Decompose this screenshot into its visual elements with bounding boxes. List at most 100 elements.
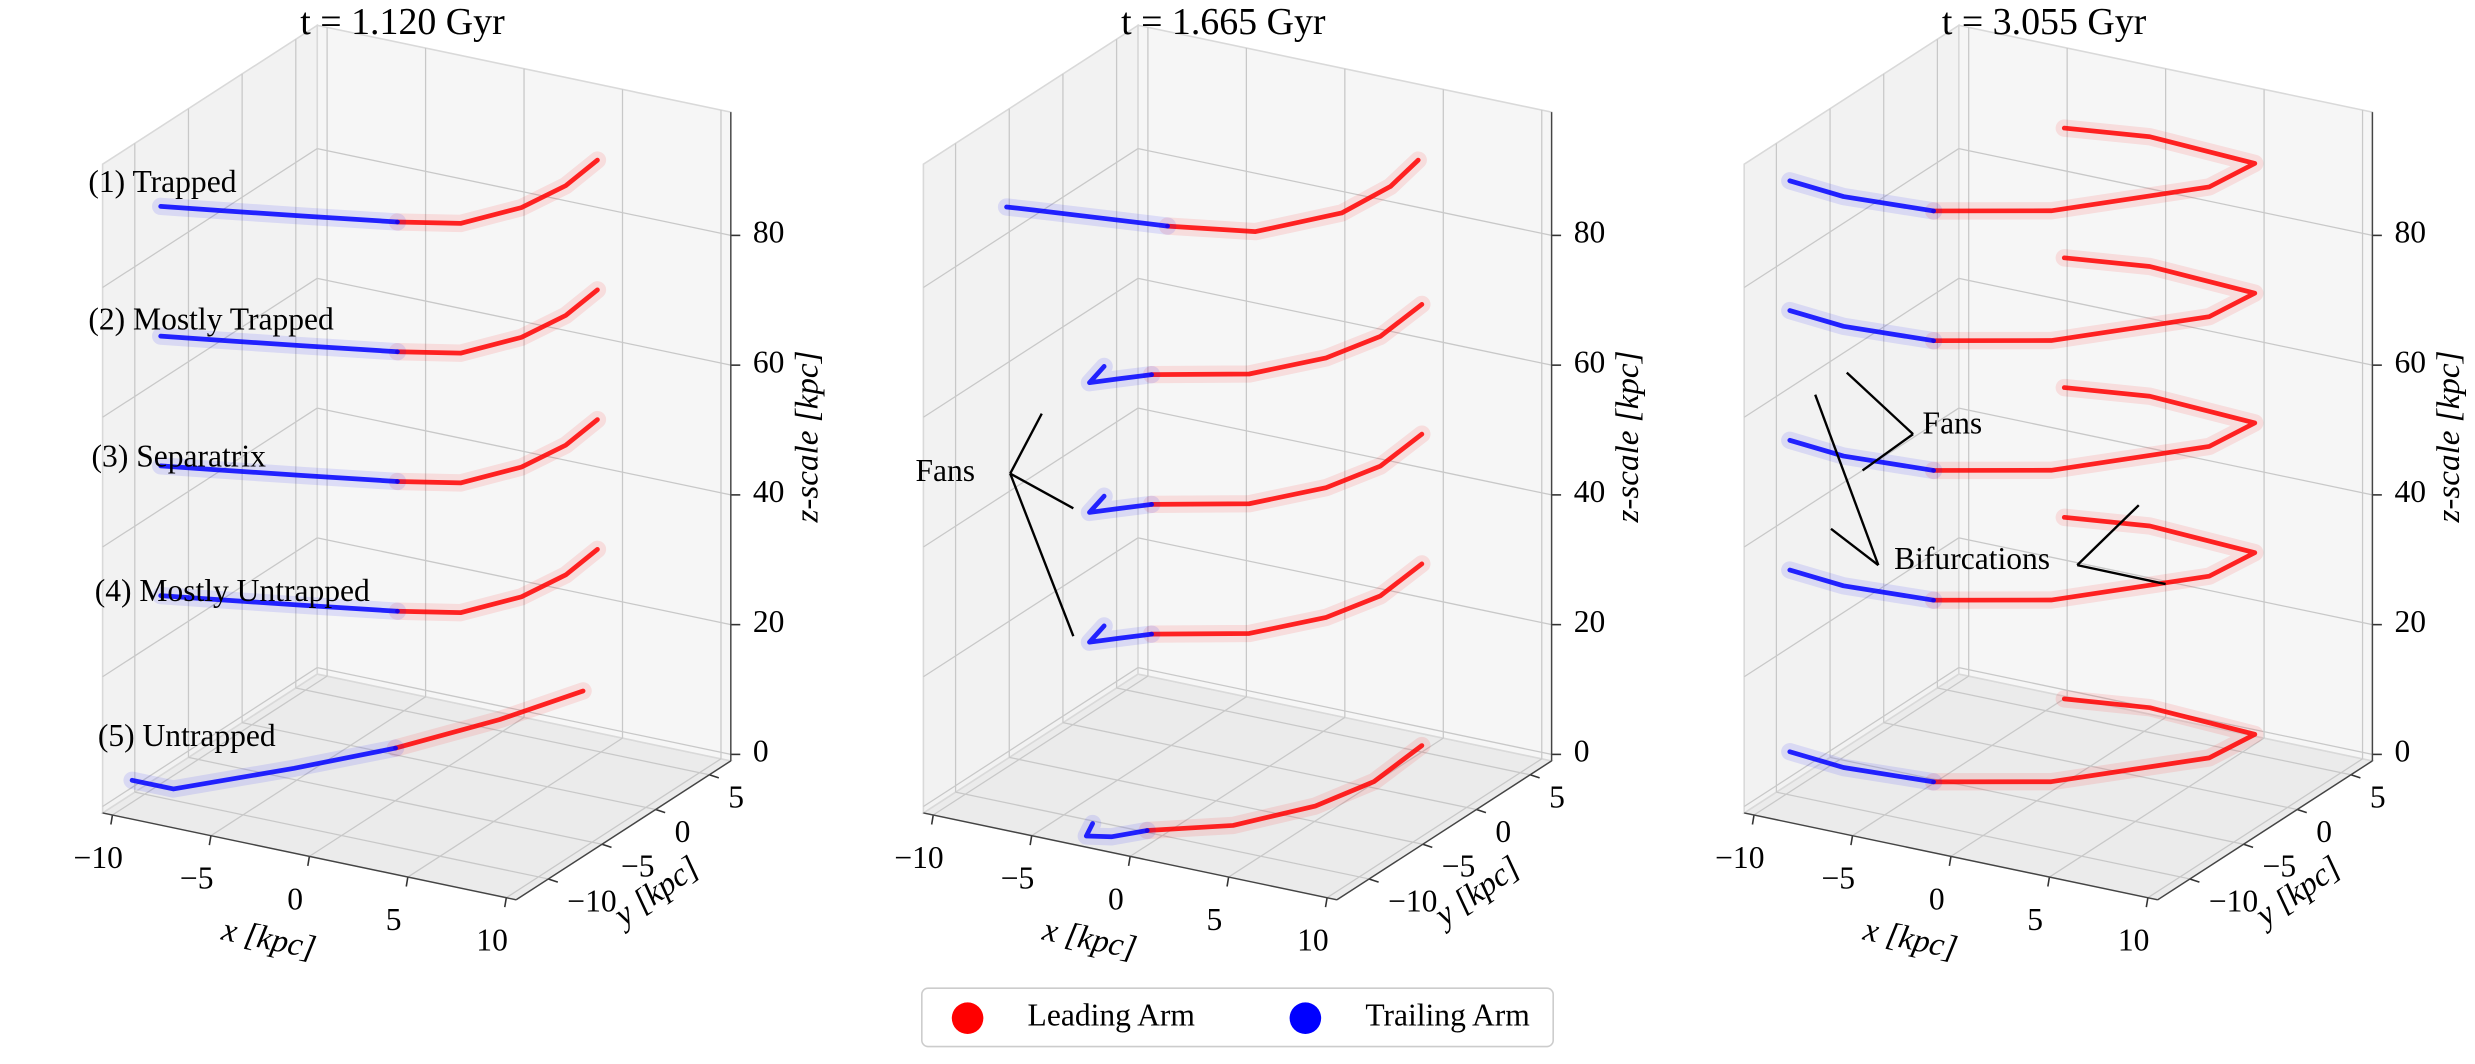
- grid-line: [1009, 756, 1423, 845]
- grid-line: [1743, 148, 1960, 289]
- stream: [129, 203, 400, 792]
- x-tick: [1226, 876, 1230, 887]
- grid-line: [317, 407, 731, 496]
- grid-line: [1137, 407, 1552, 496]
- annotation: (4) Mostly Untrapped: [95, 573, 370, 608]
- grid-line: [2147, 758, 2363, 899]
- y-tick-label: 0: [2316, 814, 2332, 849]
- x-tick: [1850, 835, 1854, 846]
- annotation-pointer: [2076, 504, 2140, 566]
- x-tick: [110, 814, 114, 825]
- z-tick-label: 0: [1574, 734, 1590, 769]
- y-tick-label: −10: [2209, 883, 2258, 918]
- z-tick-label: 80: [2394, 215, 2426, 250]
- grid-line: [1228, 737, 1444, 878]
- grid-line: [1743, 407, 1960, 548]
- z-tick-label: 60: [753, 344, 785, 379]
- grid-line: [1129, 716, 1346, 857]
- y-tick-label: 5: [728, 779, 744, 814]
- z-tick-label: 40: [1574, 474, 1606, 509]
- grid-line: [1743, 537, 1960, 678]
- z-axis-label: z-scale [kpc]: [788, 350, 825, 523]
- annotation-pointer: [1845, 371, 1914, 436]
- z-tick-label: 80: [1574, 215, 1606, 250]
- grid-line: [955, 791, 1370, 880]
- grid-line: [242, 722, 656, 811]
- grid-line: [407, 737, 623, 878]
- z-tick-label: 0: [753, 734, 769, 769]
- axis-line: [515, 760, 732, 901]
- grid-line: [1753, 675, 1970, 816]
- x-axis-label: x [kpc]: [1039, 911, 1140, 967]
- y-tick-label: −5: [1442, 849, 1476, 884]
- legend-box: [921, 987, 1554, 1048]
- axis-line: [102, 812, 517, 901]
- grid-line: [188, 756, 603, 845]
- y-axis-label: y [kpc]: [605, 849, 706, 935]
- annotation-pointer: [2076, 563, 2166, 586]
- grid-line: [1883, 722, 2298, 811]
- x-tick: [930, 814, 935, 825]
- x-tick: [2047, 876, 2051, 887]
- grid-line: [2049, 737, 2265, 878]
- x-tick-label: 5: [1207, 902, 1223, 937]
- x-tick-label: 0: [1929, 881, 1945, 916]
- z-tick-label: 40: [753, 474, 785, 509]
- x-tick-label: 5: [2027, 902, 2043, 937]
- grid-line: [134, 791, 549, 880]
- grid-line: [1137, 666, 1552, 756]
- annotation: Fans: [1923, 405, 1983, 440]
- axis-line: [923, 812, 1338, 901]
- grid-line: [102, 407, 318, 548]
- z-axis-label: z-scale [kpc]: [2430, 350, 2467, 523]
- panel-title: t = 1.120 Gyr: [300, 1, 505, 43]
- grid-line: [317, 537, 731, 626]
- grid-line: [317, 147, 731, 237]
- z-tick-label: 20: [1574, 604, 1606, 639]
- annotation: Bifurcations: [1894, 541, 2050, 576]
- x-tick: [307, 856, 311, 866]
- annotation-pointer: [1814, 394, 1880, 566]
- stream: [1004, 204, 1170, 840]
- y-tick: [2243, 843, 2254, 849]
- x-tick-label: −5: [180, 861, 214, 896]
- x-tick: [1751, 814, 1755, 825]
- z-tick-label: 80: [753, 215, 785, 250]
- grid-line: [102, 537, 318, 678]
- grid-line: [295, 687, 710, 776]
- grid-line: [923, 148, 1139, 289]
- x-tick: [1029, 835, 1033, 846]
- grid-line: [1950, 716, 2166, 857]
- stream: [1931, 125, 2258, 785]
- grid-line: [1137, 147, 1552, 237]
- grid-line: [1776, 791, 2191, 880]
- y-tick-label: 5: [2370, 779, 2386, 814]
- x-tick-label: −5: [1001, 861, 1035, 896]
- legend-label: Trailing Arm: [1365, 997, 1530, 1032]
- y-tick: [601, 843, 612, 849]
- y-tick: [1422, 843, 1433, 849]
- y-tick: [2297, 808, 2307, 814]
- stream: [393, 157, 600, 751]
- grid-line: [102, 148, 318, 289]
- y-axis-label: y [kpc]: [2246, 849, 2347, 935]
- y-tick-label: −10: [1388, 883, 1437, 918]
- x-tick-label: −5: [1821, 861, 1855, 896]
- grid-line: [309, 716, 525, 857]
- y-tick-label: 0: [675, 814, 691, 849]
- x-tick: [1324, 897, 1328, 908]
- y-tick-label: 0: [1495, 814, 1511, 849]
- annotation-pointer: [1830, 527, 1880, 567]
- x-tick: [405, 876, 409, 887]
- y-tick-label: 5: [1549, 779, 1565, 814]
- grid-line: [1137, 537, 1552, 626]
- x-tick-label: 10: [2118, 923, 2150, 958]
- grid-line: [1852, 696, 2068, 837]
- annotation-pointer: [1009, 413, 1043, 475]
- y-tick-label: −10: [567, 883, 616, 918]
- x-tick: [1127, 856, 1131, 866]
